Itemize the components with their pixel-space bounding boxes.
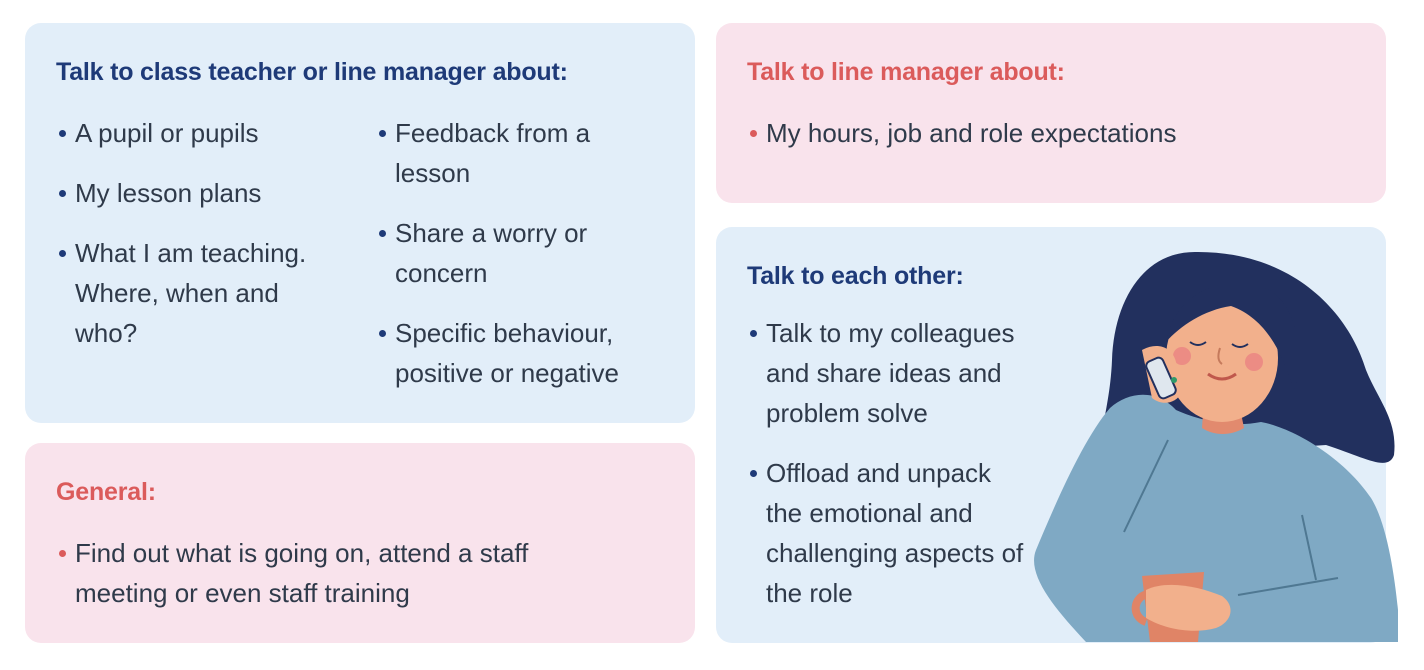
list-item: Talk to my colleagues and share ideas an… [747,313,1034,433]
list-item: Specific behaviour, positive or negative [376,313,665,393]
teacher-card: Talk to class teacher or line manager ab… [25,23,695,423]
teacher-card-heading: Talk to class teacher or line manager ab… [56,58,568,86]
each-other-list: Talk to my colleagues and share ideas an… [747,313,1037,633]
general-list: Find out what is going on, attend a staf… [56,533,596,633]
list-item: What I am teaching. Where, when and who? [56,233,330,353]
list-item: Feedback from a lesson [376,113,610,193]
list-item: A pupil or pupils [56,113,356,153]
manager-card: Talk to line manager about: My hours, jo… [716,23,1386,203]
teacher-list-col1: A pupil or pupils My lesson plans What I… [56,113,356,373]
each-other-card-heading: Talk to each other: [747,262,964,290]
list-item: Offload and unpack the emotional and cha… [747,453,1034,613]
list-item: Share a worry or concern [376,213,610,293]
manager-card-heading: Talk to line manager about: [747,58,1065,86]
list-item: My hours, job and role expectations [747,113,1307,153]
list-item: My lesson plans [56,173,356,213]
general-card-heading: General: [56,478,156,506]
woman-on-phone-icon [1034,251,1398,642]
general-card: General: Find out what is going on, atte… [25,443,695,643]
manager-list: My hours, job and role expectations [747,113,1307,173]
list-item: Find out what is going on, attend a staf… [56,533,596,613]
teacher-list-col2: Feedback from a lesson Share a worry or … [376,113,676,413]
